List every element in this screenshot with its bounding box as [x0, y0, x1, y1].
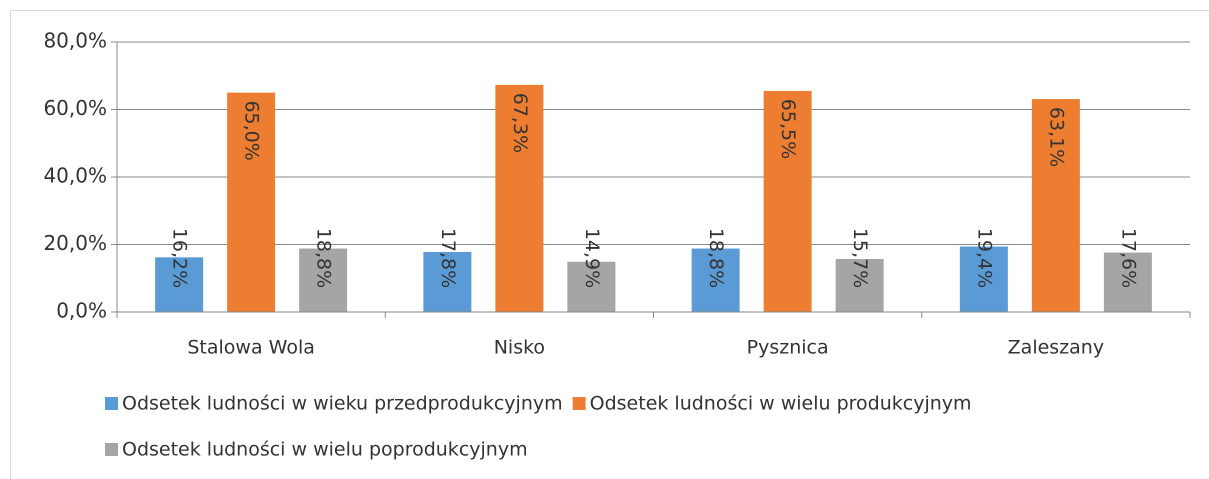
legend-swatch: [105, 397, 118, 410]
legend-label: Odsetek ludności w wielu poprodukcyjnym: [122, 439, 528, 461]
bar: [423, 251, 472, 312]
value-label: 65,0%: [241, 100, 263, 160]
value-label: 16,2%: [169, 228, 191, 288]
x-tick-label: Stalowa Wola: [187, 337, 315, 359]
bar: [763, 90, 812, 312]
value-label: 15,7%: [849, 228, 871, 288]
value-label: 17,8%: [437, 228, 459, 288]
bar: [567, 261, 616, 312]
bar: [835, 259, 884, 312]
value-label: 65,5%: [777, 99, 799, 159]
legend-swatch: [105, 443, 118, 456]
legend-label: Odsetek ludności w wielu produkcyjnym: [590, 393, 972, 415]
y-tick-label: 80,0%: [43, 29, 107, 53]
bar: [227, 92, 276, 312]
legend-swatch: [572, 397, 586, 410]
x-tick-label: Zaleszany: [1008, 337, 1104, 359]
bar: [1031, 99, 1080, 312]
value-label: 19,4%: [973, 228, 995, 288]
y-tick-label: 20,0%: [43, 231, 107, 255]
value-label: 18,8%: [313, 228, 335, 288]
bar: [959, 246, 1008, 312]
bar: [691, 248, 740, 312]
chart-border: [10, 10, 1209, 479]
x-tick-label: Nisko: [494, 337, 545, 359]
bar: [155, 257, 204, 312]
legend-label: Odsetek ludności w wieku przedprodukcyjn…: [122, 393, 563, 415]
x-tick-label: Pysznica: [747, 337, 829, 359]
y-tick-label: 40,0%: [43, 164, 107, 188]
value-label: 63,1%: [1045, 107, 1067, 167]
value-label: 17,6%: [1117, 228, 1139, 288]
value-label: 14,9%: [581, 228, 603, 288]
bar: [495, 84, 544, 312]
bar: [299, 248, 348, 312]
y-tick-label: 0,0%: [56, 299, 107, 323]
value-label: 18,8%: [705, 228, 727, 288]
bar: [1103, 252, 1152, 312]
y-tick-label: 60,0%: [43, 96, 107, 120]
value-label: 67,3%: [509, 93, 531, 153]
